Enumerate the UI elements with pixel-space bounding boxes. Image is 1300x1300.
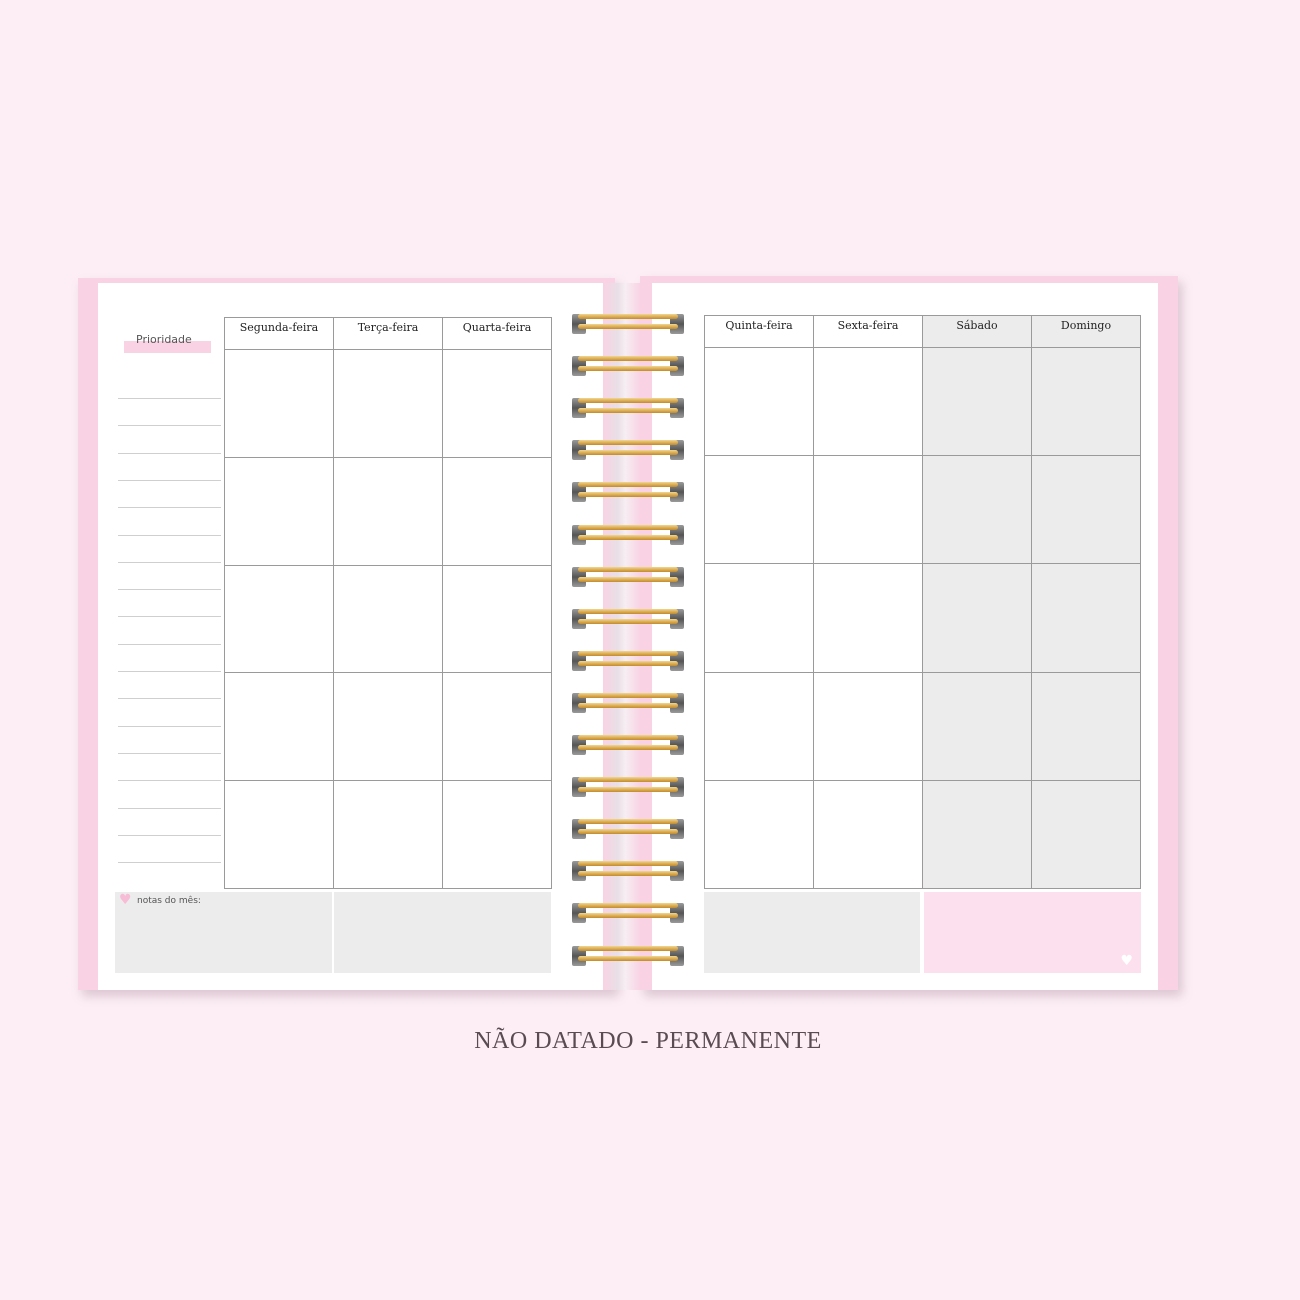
day-header: Sexta-feira: [814, 316, 923, 348]
day-header: Domingo: [1032, 316, 1141, 348]
day-cell[interactable]: [923, 780, 1032, 889]
day-cell[interactable]: [225, 781, 334, 889]
day-cell[interactable]: [705, 456, 814, 565]
day-cell[interactable]: [443, 781, 552, 889]
binding-ring: [572, 901, 684, 925]
day-cell[interactable]: [443, 457, 552, 566]
binding-ring: [572, 607, 684, 631]
day-cell[interactable]: [705, 672, 814, 781]
heart-icon: ♥: [1120, 953, 1133, 969]
day-cell[interactable]: [1032, 456, 1141, 565]
priority-line[interactable]: [118, 698, 221, 700]
priority-line[interactable]: [118, 834, 221, 836]
binding-ring: [572, 480, 684, 504]
spine: [603, 283, 640, 990]
binding-ring: [572, 354, 684, 378]
day-cell[interactable]: [705, 564, 814, 673]
day-cell[interactable]: [814, 564, 923, 673]
day-cell[interactable]: [814, 672, 923, 781]
priority-line[interactable]: [118, 671, 221, 672]
day-cell[interactable]: [334, 350, 443, 458]
day-header: Sábado: [923, 316, 1032, 348]
binding-ring: [572, 944, 684, 968]
day-cell[interactable]: [443, 350, 552, 458]
binding-ring: [572, 565, 684, 589]
day-cell[interactable]: [814, 456, 923, 565]
priority-line[interactable]: [118, 616, 221, 618]
day-cell[interactable]: [705, 348, 814, 457]
day-header: Quinta-feira: [705, 316, 814, 348]
priority-line[interactable]: [118, 561, 221, 563]
day-header: Quarta-feira: [443, 318, 552, 350]
day-cell[interactable]: [225, 673, 334, 782]
notes-box[interactable]: ♥ notas do mês:: [115, 892, 332, 973]
binding-ring: [572, 733, 684, 757]
right-week-grid: Quinta-feira Sexta-feira Sábado Domingo: [704, 315, 1141, 889]
priority-line[interactable]: [118, 807, 221, 809]
binding-ring: [572, 859, 684, 883]
day-cell[interactable]: [923, 672, 1032, 781]
priority-line[interactable]: [118, 479, 221, 481]
day-cell[interactable]: [225, 457, 334, 566]
day-cell[interactable]: [923, 456, 1032, 565]
priority-line[interactable]: [118, 725, 221, 727]
day-cell[interactable]: [334, 781, 443, 889]
day-header: Terça-feira: [334, 318, 443, 350]
binding-ring: [572, 312, 684, 336]
binding-ring: [572, 775, 684, 799]
binding-ring: [572, 523, 684, 547]
day-cell[interactable]: [225, 565, 334, 674]
day-cell[interactable]: [814, 348, 923, 457]
left-page: [98, 283, 603, 990]
binding-ring: [572, 438, 684, 462]
priority-line[interactable]: [118, 862, 221, 864]
priority-line[interactable]: [118, 589, 221, 591]
day-cell[interactable]: [225, 350, 334, 458]
priority-line[interactable]: [118, 752, 221, 754]
day-cell[interactable]: [334, 457, 443, 566]
binding-ring: [572, 649, 684, 673]
day-cell[interactable]: [923, 348, 1032, 457]
day-cell[interactable]: [814, 780, 923, 889]
priority-line[interactable]: [118, 452, 221, 454]
priority-line[interactable]: [118, 507, 221, 509]
pink-notes-box[interactable]: ♥: [924, 892, 1141, 973]
priority-line[interactable]: [118, 643, 221, 645]
notes-box-3[interactable]: [704, 892, 920, 973]
day-cell[interactable]: [705, 780, 814, 889]
binding-ring: [572, 691, 684, 715]
notes-box-2[interactable]: [334, 892, 551, 973]
binding-ring: [572, 817, 684, 841]
caption: NÃO DATADO - PERMANENTE: [474, 1028, 822, 1054]
day-cell[interactable]: [1032, 780, 1141, 889]
day-cell[interactable]: [334, 565, 443, 674]
day-cell[interactable]: [334, 673, 443, 782]
day-cell[interactable]: [1032, 564, 1141, 673]
priority-line[interactable]: [118, 780, 221, 782]
left-week-grid: Segunda-feira Terça-feira Quarta-feira: [224, 317, 552, 889]
priority-line[interactable]: [118, 534, 221, 536]
day-cell[interactable]: [443, 565, 552, 674]
day-cell[interactable]: [1032, 672, 1141, 781]
heart-icon: ♥: [119, 892, 132, 908]
day-cell[interactable]: [1032, 348, 1141, 457]
priority-label: Prioridade: [124, 333, 211, 353]
binding-ring: [572, 396, 684, 420]
priority-line[interactable]: [118, 425, 221, 427]
day-header: Segunda-feira: [225, 318, 334, 350]
day-cell[interactable]: [443, 673, 552, 782]
day-cell[interactable]: [923, 564, 1032, 673]
priority-line[interactable]: [118, 398, 221, 399]
